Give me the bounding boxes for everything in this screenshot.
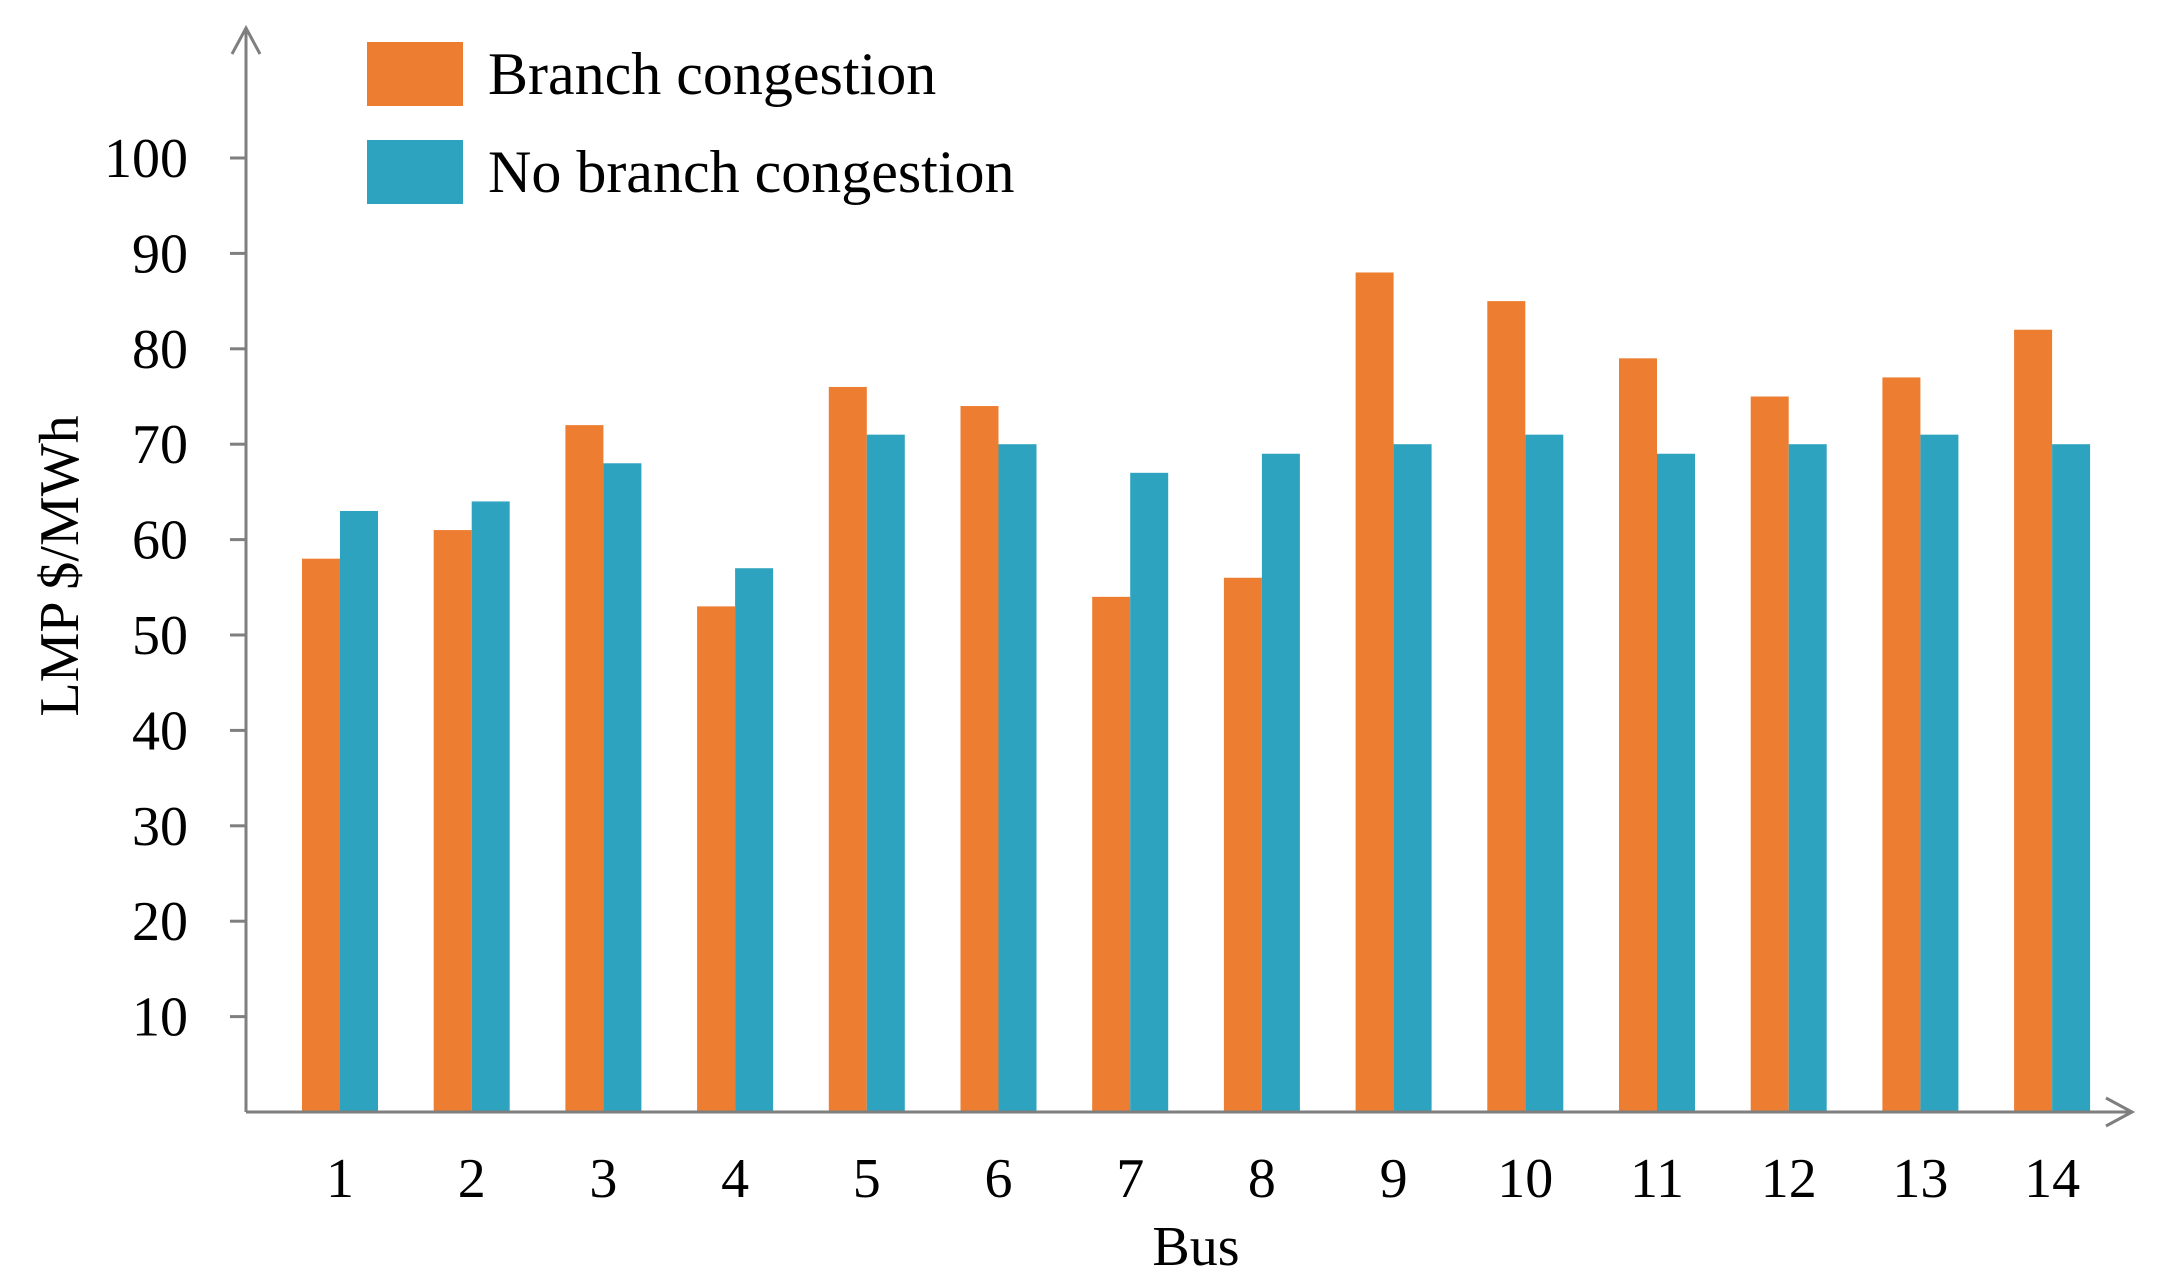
x-tick-label-bus-13: 13: [1892, 1148, 1948, 1210]
bar-no-branch-congestion-bus-12: [1788, 444, 1827, 1112]
y-tick-label-10: 10: [132, 987, 188, 1049]
x-tick-label-bus-9: 9: [1380, 1148, 1408, 1210]
x-tick-label-bus-5: 5: [853, 1148, 881, 1210]
y-axis-arrow: [230, 24, 262, 55]
x-tick-label-bus-4: 4: [721, 1148, 749, 1210]
x-tick-label-bus-10: 10: [1497, 1148, 1553, 1210]
x-tick-label-bus-12: 12: [1761, 1148, 1817, 1210]
axes: [230, 24, 2136, 1128]
bar-branch-congestion-bus-14: [2014, 329, 2053, 1113]
legend-label-no-branch-congestion: No branch congestion: [488, 139, 1015, 205]
y-tick-label-100: 100: [104, 128, 188, 190]
y-tick-label-40: 40: [132, 700, 188, 762]
bar-branch-congestion-bus-10: [1487, 301, 1526, 1113]
bar-no-branch-congestion-bus-6: [998, 444, 1037, 1112]
y-tick-label-70: 70: [132, 414, 188, 476]
bar-no-branch-congestion-bus-4: [735, 568, 774, 1112]
bar-branch-congestion-bus-8: [1223, 577, 1262, 1112]
bar-no-branch-congestion-bus-14: [2052, 444, 2091, 1112]
x-tick-label-bus-2: 2: [458, 1148, 486, 1210]
legend: Branch congestion No branch congestion: [367, 41, 1015, 205]
legend-swatch-branch-congestion: [367, 42, 463, 106]
bar-no-branch-congestion-bus-2: [471, 501, 510, 1112]
bar-no-branch-congestion-bus-10: [1525, 434, 1564, 1112]
x-tick-label-bus-1: 1: [326, 1148, 354, 1210]
x-tick-label-bus-3: 3: [589, 1148, 617, 1210]
x-tick-label-bus-7: 7: [1116, 1148, 1144, 1210]
legend-label-branch-congestion: Branch congestion: [488, 41, 936, 107]
x-axis-title: Bus: [1152, 1216, 1239, 1278]
bar-no-branch-congestion-bus-7: [1130, 472, 1169, 1112]
bars: [302, 272, 2091, 1113]
x-tick-label-bus-14: 14: [2024, 1148, 2080, 1210]
y-tick-label-90: 90: [132, 223, 188, 285]
bar-branch-congestion-bus-2: [433, 530, 472, 1112]
bar-branch-congestion-bus-9: [1355, 272, 1394, 1113]
bar-branch-congestion-bus-4: [697, 606, 736, 1112]
y-axis-title: LMP $/MWh: [29, 415, 91, 716]
bar-no-branch-congestion-bus-1: [340, 510, 378, 1113]
y-tick-label-80: 80: [132, 319, 188, 381]
y-tick-label-60: 60: [132, 510, 188, 572]
bar-branch-congestion-bus-6: [960, 406, 999, 1112]
bar-branch-congestion-bus-5: [828, 386, 867, 1113]
bar-no-branch-congestion-bus-8: [1261, 453, 1300, 1112]
bar-no-branch-congestion-bus-9: [1393, 444, 1432, 1112]
bar-no-branch-congestion-bus-5: [866, 434, 905, 1112]
y-tick-label-20: 20: [132, 891, 188, 953]
bar-branch-congestion-bus-7: [1092, 596, 1131, 1112]
bar-no-branch-congestion-bus-3: [603, 463, 642, 1112]
bar-no-branch-congestion-bus-13: [1920, 434, 1959, 1112]
bar-branch-congestion-bus-1: [302, 558, 340, 1112]
y-tick-label-50: 50: [132, 605, 188, 667]
x-axis-arrow: [2105, 1096, 2136, 1128]
x-tick-label-bus-8: 8: [1248, 1148, 1276, 1210]
x-axis-ticks: 1 2 3 4 5 6 7 8 9 10 11 12 13 14: [326, 1148, 2080, 1210]
bar-branch-congestion-bus-3: [565, 425, 604, 1112]
bar-branch-congestion-bus-12: [1750, 396, 1789, 1112]
y-axis-ticks: 10 20 30 40 50 60 70 80 90 100: [104, 128, 246, 1049]
bar-branch-congestion-bus-13: [1882, 377, 1921, 1112]
bar-branch-congestion-bus-11: [1619, 358, 1657, 1113]
x-tick-label-bus-6: 6: [985, 1148, 1013, 1210]
x-tick-label-bus-11: 11: [1630, 1148, 1684, 1210]
bar-no-branch-congestion-bus-11: [1657, 453, 1695, 1112]
y-tick-label-30: 30: [132, 796, 188, 858]
legend-swatch-no-branch-congestion: [367, 140, 463, 204]
